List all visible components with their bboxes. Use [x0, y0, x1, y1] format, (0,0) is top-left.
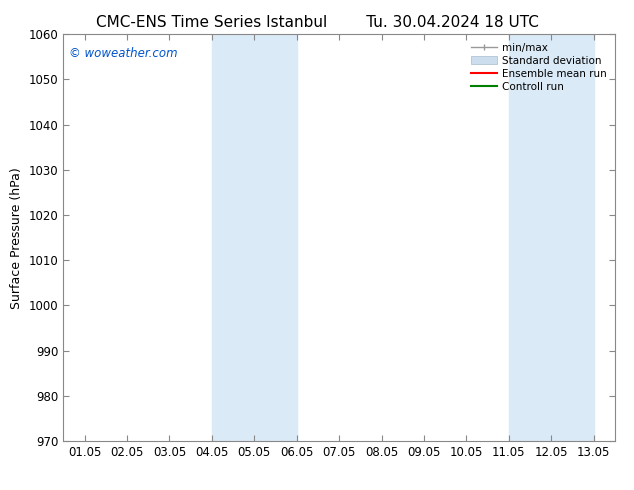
- Text: © woweather.com: © woweather.com: [69, 47, 178, 59]
- Legend: min/max, Standard deviation, Ensemble mean run, Controll run: min/max, Standard deviation, Ensemble me…: [467, 40, 610, 95]
- Bar: [212, 34, 297, 441]
- Y-axis label: Surface Pressure (hPa): Surface Pressure (hPa): [10, 167, 23, 309]
- Bar: [509, 34, 594, 441]
- Text: CMC-ENS Time Series Istanbul        Tu. 30.04.2024 18 UTC: CMC-ENS Time Series Istanbul Tu. 30.04.2…: [96, 15, 538, 30]
